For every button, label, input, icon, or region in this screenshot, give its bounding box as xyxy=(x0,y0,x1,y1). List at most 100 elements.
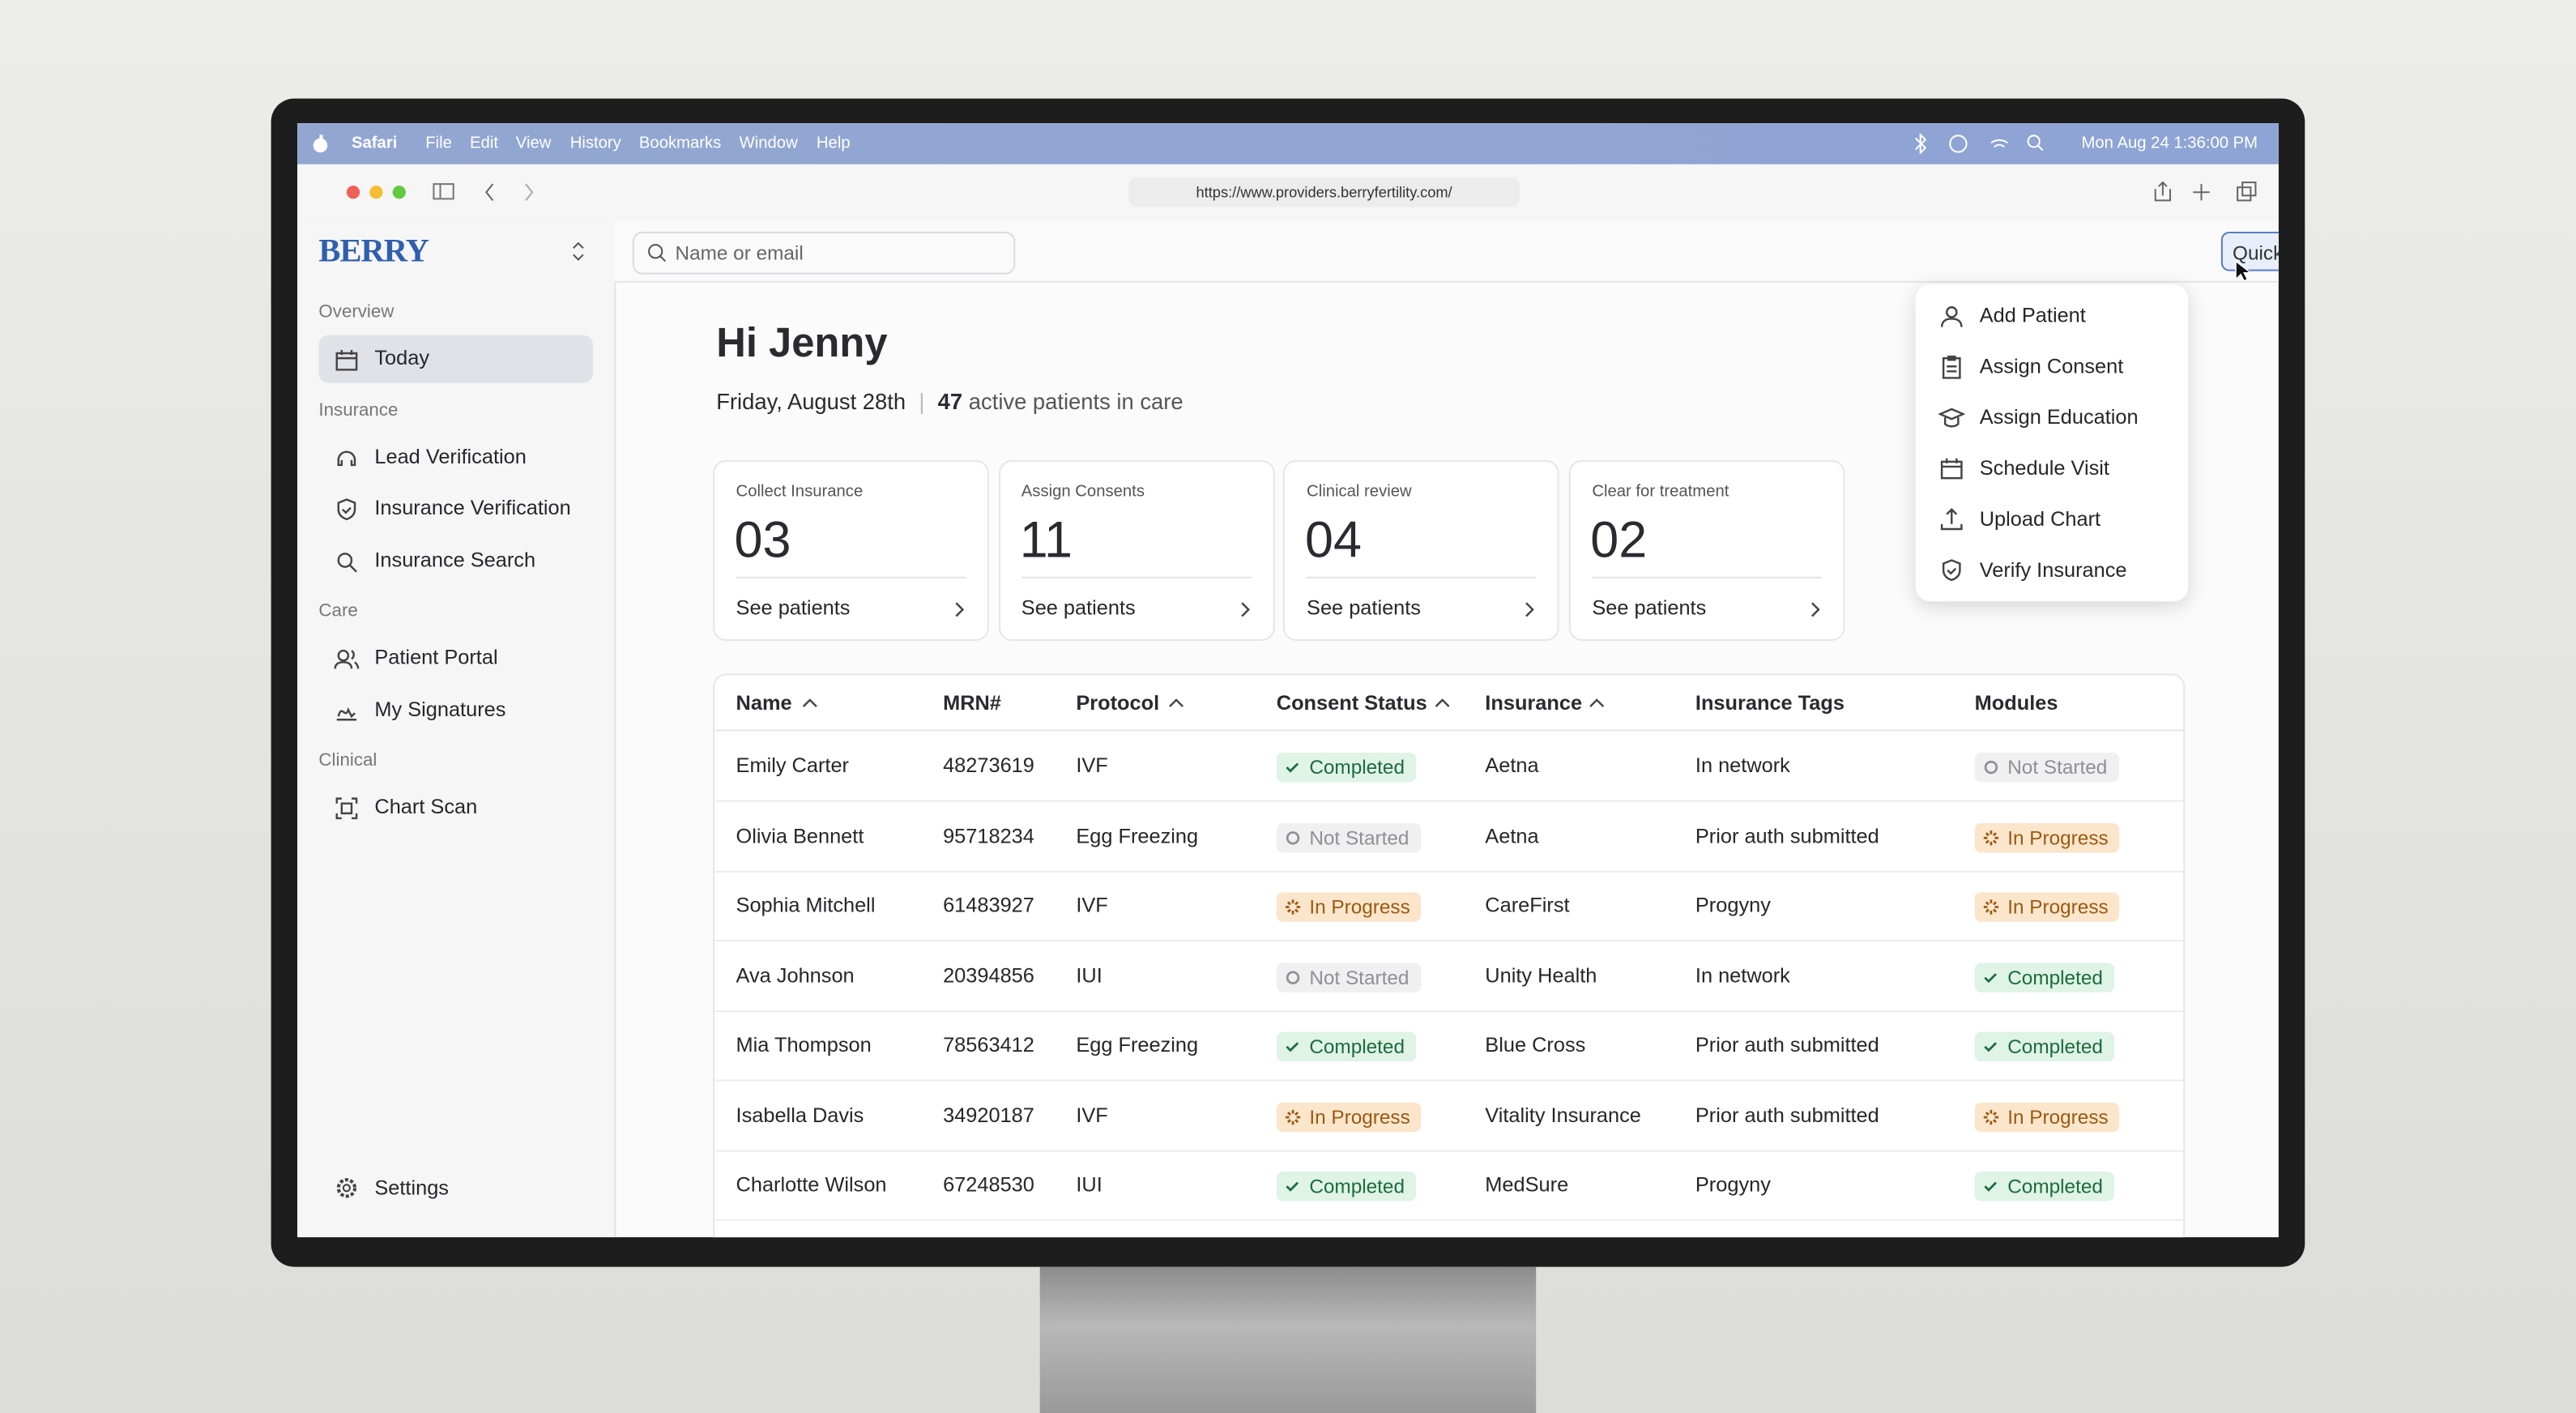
column-header[interactable]: Consent Status xyxy=(1276,691,1427,715)
card-link[interactable]: See patients xyxy=(736,596,966,622)
status-icon xyxy=(1285,1108,1301,1125)
nav-section-title: Overview xyxy=(318,302,395,322)
card-link-label: See patients xyxy=(1307,596,1421,620)
address-bar[interactable]: https://www.providers.berryfertility.com… xyxy=(1128,177,1520,207)
status-badge: Completed xyxy=(1276,1171,1417,1202)
card-link-label: See patients xyxy=(1021,596,1136,620)
card-link[interactable]: See patients xyxy=(1592,596,1822,622)
stat-card: Collect Insurance 03 See patients xyxy=(713,459,989,641)
url: https://www.providers.berryfertility.com… xyxy=(1196,184,1452,201)
menu-icon xyxy=(1940,306,1963,327)
table-row[interactable]: Isabella Davis 34920187 IVF In Progress Vita… xyxy=(714,1080,2184,1151)
nav-item[interactable]: Insurance Search xyxy=(318,536,593,584)
column-header[interactable]: Protocol xyxy=(1076,691,1160,715)
nav-icon xyxy=(335,349,358,371)
menu-icon xyxy=(1942,558,1961,581)
quick-actions-label: Quick actions xyxy=(2233,241,2279,265)
table-cell: 78563412 xyxy=(943,1033,1034,1057)
menu-icon xyxy=(1942,355,1961,379)
table-cell: Sophia Mitchell xyxy=(736,894,876,917)
app-name[interactable]: Safari xyxy=(351,134,398,153)
table-cell: Isabella Davis xyxy=(736,1103,864,1127)
menu-bar-item[interactable]: History xyxy=(569,134,621,153)
status-icon xyxy=(1983,1108,1999,1125)
table-row[interactable]: Mia Thompson 78563412 Egg Freezing Complete… xyxy=(714,1010,2184,1082)
column-header[interactable]: Insurance xyxy=(1485,691,1583,715)
nav-item[interactable]: Patient Portal xyxy=(318,634,593,682)
logo[interactable]: BERRY xyxy=(318,233,429,270)
card-link[interactable]: See patients xyxy=(1021,596,1252,622)
cursor xyxy=(2235,260,2251,282)
menu-bar-item[interactable]: Help xyxy=(816,134,851,153)
menu-item[interactable]: Upload Chart xyxy=(1926,499,2178,542)
table-cell: 61483927 xyxy=(943,894,1034,917)
nav-label: Patient Portal xyxy=(374,646,498,669)
menu-item[interactable]: Schedule Visit xyxy=(1926,448,2178,491)
patient-count: 47 xyxy=(937,389,963,415)
table-row[interactable]: Ava Johnson 20394856 IUI Not Started Unity H… xyxy=(714,941,2184,1012)
nav-icon xyxy=(335,797,358,820)
column-header[interactable]: Name xyxy=(736,691,792,715)
status-icon xyxy=(1286,1042,1299,1052)
menu-item[interactable]: Verify Insurance xyxy=(1926,549,2178,592)
menu-item[interactable]: Add Patient xyxy=(1926,296,2178,339)
table-cell: Prior auth submitted xyxy=(1695,824,1879,847)
table-cell: Blue Cross xyxy=(1485,1033,1586,1057)
greeting-title: Hi Jenny xyxy=(716,320,888,367)
sort-icon xyxy=(1589,698,1605,707)
table-row[interactable]: Emily Carter 48273619 IVF Completed Aetna In … xyxy=(714,731,2184,802)
card-link[interactable]: See patients xyxy=(1307,596,1537,622)
nav-buttons[interactable] xyxy=(432,181,537,203)
table-cell: IVF xyxy=(1076,1103,1108,1127)
menu-bar-item[interactable]: Edit xyxy=(470,134,498,153)
search-placeholder: Name or email xyxy=(675,241,804,265)
table-row[interactable]: Sophia Mitchell 61483927 IVF In Progress Car… xyxy=(714,871,2184,942)
menu-item[interactable]: Assign Education xyxy=(1926,397,2178,440)
status-icon xyxy=(1984,1042,1997,1052)
table-row[interactable]: Charlotte Wilson 67248530 IUI Completed MedS… xyxy=(714,1150,2184,1221)
greeting-subtitle: Friday, August 28th | 47 active patients i… xyxy=(716,390,1183,414)
chevron-right xyxy=(1525,602,1535,617)
menu-bar-item[interactable]: View xyxy=(515,134,552,153)
window-controls[interactable] xyxy=(343,184,409,200)
nav-item[interactable]: My Signatures xyxy=(318,686,593,734)
card-value: 03 xyxy=(734,510,791,569)
card-value: 04 xyxy=(1305,510,1362,569)
table-cell: Egg Freezing xyxy=(1076,1033,1199,1057)
table-cell: Olivia Bennett xyxy=(736,824,864,847)
table-cell: 48273619 xyxy=(943,753,1034,778)
nav-section-title: Insurance xyxy=(318,399,399,420)
table-cell: Vitality Insurance xyxy=(1485,1103,1641,1127)
menu-bar-item[interactable]: Window xyxy=(739,134,798,153)
menu-bar-item[interactable]: Bookmarks xyxy=(638,134,722,153)
sort-icon xyxy=(1169,698,1184,707)
menu-icon xyxy=(1940,507,1963,530)
nav-icon xyxy=(337,450,356,466)
search-box[interactable]: Name or email xyxy=(632,231,1016,275)
table-cell: 67248530 xyxy=(943,1172,1034,1197)
nav-item[interactable]: Insurance Verification xyxy=(318,485,593,532)
table-row[interactable]: Olivia Bennett 95718234 Egg Freezing Not St… xyxy=(714,801,2184,872)
table-cell: Prior auth submitted xyxy=(1695,1103,1879,1127)
org-switcher[interactable] xyxy=(570,238,586,264)
table-cell: MedSure xyxy=(1485,1172,1569,1197)
menu-item[interactable]: Assign Consent xyxy=(1926,347,2178,390)
settings-link[interactable]: Settings xyxy=(374,1176,449,1200)
nav-label: Lead Verification xyxy=(374,444,527,467)
quick-actions-button[interactable]: Quick actions xyxy=(2220,231,2279,271)
separator: | xyxy=(919,389,925,415)
nav-item[interactable]: Today xyxy=(318,335,594,383)
status-badge: Completed xyxy=(1974,1031,2115,1062)
chevron-right xyxy=(955,602,965,617)
nav-item[interactable]: Chart Scan xyxy=(318,783,593,831)
nav-item[interactable]: Lead Verification xyxy=(318,433,593,480)
menu-bar-item[interactable]: File xyxy=(425,134,452,153)
card-value: 11 xyxy=(1019,510,1073,569)
table-cell: Prior auth submitted xyxy=(1695,1033,1879,1057)
status-badge: In Progress xyxy=(1974,822,2120,852)
menu-item-label: Assign Education xyxy=(1979,405,2139,429)
status-badge: In Progress xyxy=(1276,892,1422,922)
browser-actions[interactable] xyxy=(2147,179,2263,205)
